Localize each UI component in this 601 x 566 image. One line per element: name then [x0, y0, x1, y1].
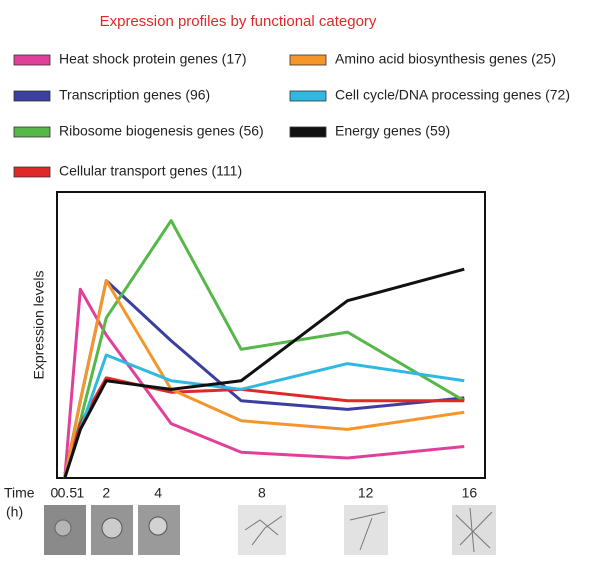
- cell-image: [455, 507, 493, 553]
- series-line: [63, 287, 465, 479]
- legend-swatch: [13, 126, 51, 138]
- x-tick-label: 0.5: [58, 485, 78, 501]
- x-tick-label: 0: [51, 485, 59, 501]
- legend-label: Transcription genes (96): [59, 87, 210, 103]
- x-tick-label: 8: [258, 485, 266, 501]
- cell-image: [54, 519, 72, 537]
- chart-title: Expression profiles by functional catego…: [100, 13, 377, 30]
- cell-image: [349, 511, 386, 551]
- x-tick-label: 16: [462, 485, 478, 501]
- series-line: [63, 267, 465, 479]
- legend-label: Cell cycle/DNA processing genes (72): [335, 87, 570, 103]
- legend-label: Cellular transport genes (111): [59, 163, 242, 179]
- legend-label: Ribosome biogenesis genes (56): [59, 123, 264, 139]
- cell-image: [101, 517, 123, 539]
- series-line: [63, 219, 466, 479]
- legend-swatch: [289, 54, 327, 66]
- x-tick-label: 2: [102, 485, 110, 501]
- legend-swatch: [289, 126, 327, 138]
- plot-frame: [56, 191, 486, 479]
- cell-images: [44, 505, 496, 555]
- x-axis-label: (h): [6, 504, 23, 520]
- x-axis-label: Time: [4, 485, 35, 501]
- y-axis-label: Expression levels: [31, 271, 47, 380]
- cell-image: [148, 516, 168, 536]
- legend-label: Heat shock protein genes (17): [59, 51, 247, 67]
- legend-swatch: [13, 166, 51, 178]
- legend-swatch: [13, 90, 51, 102]
- legend-swatch: [289, 90, 327, 102]
- x-tick-label: 12: [358, 485, 374, 501]
- series-line: [63, 353, 465, 479]
- series-line: [63, 376, 465, 479]
- legend-label: Energy genes (59): [335, 123, 450, 139]
- series-line: [63, 279, 465, 479]
- legend-swatch: [13, 54, 51, 66]
- x-tick-label: 4: [154, 485, 162, 501]
- x-tick-label: 1: [76, 485, 84, 501]
- cell-image: [244, 515, 283, 546]
- cell-image: [238, 505, 286, 555]
- legend-label: Amino acid biosynthesis genes (25): [335, 51, 556, 67]
